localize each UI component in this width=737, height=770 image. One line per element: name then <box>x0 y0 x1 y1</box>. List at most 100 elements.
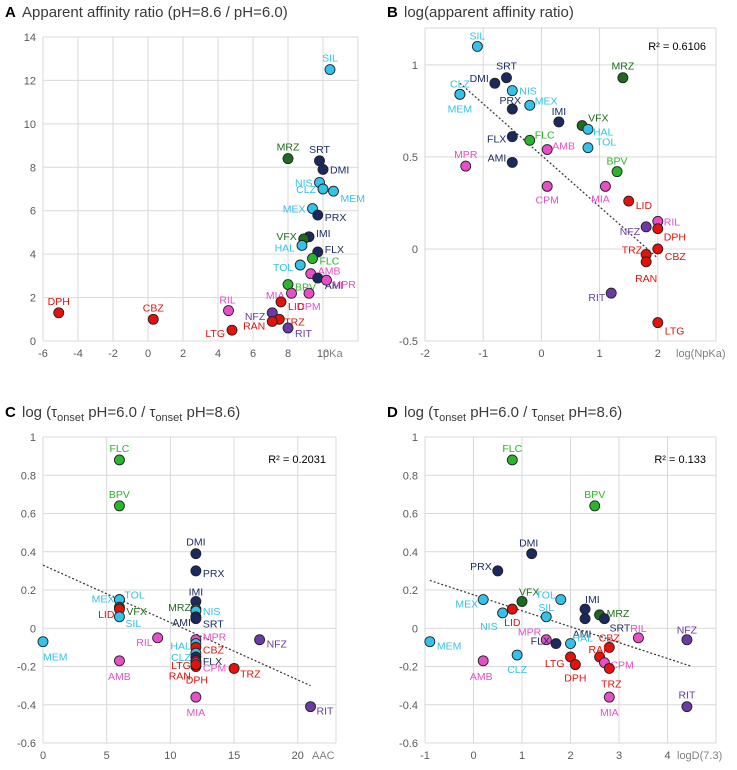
x-tick-label: 10 <box>164 750 176 762</box>
data-point-mrz <box>282 153 294 165</box>
data-point-nis <box>506 85 518 97</box>
point-label-dmi: DMI <box>186 537 205 549</box>
point-label-cpm: CPM <box>297 301 320 313</box>
point-label-dmi: DMI <box>330 164 349 176</box>
point-label-mex: MEX <box>92 594 115 606</box>
data-point-mex <box>477 594 489 606</box>
data-point-srt <box>501 72 512 84</box>
point-label-ran: RAN <box>635 273 657 285</box>
x-tick-label: -6 <box>38 348 48 360</box>
data-point-mpr <box>321 274 332 286</box>
y-tick-label: 6 <box>30 206 36 218</box>
x-tick-label: 0 <box>145 348 151 360</box>
y-tick-label: 10 <box>24 119 36 131</box>
y-tick-label: 1 <box>30 432 36 444</box>
data-point-hal <box>565 638 576 649</box>
data-point-dmi <box>317 164 329 175</box>
point-label-mia: MIA <box>591 193 610 205</box>
point-label-ltg: LTG <box>205 328 225 340</box>
trendline <box>429 579 692 668</box>
point-label-mex: MEX <box>535 95 558 107</box>
point-label-vfx: VFX <box>276 231 296 243</box>
data-point-hal <box>296 240 308 251</box>
data-point-lid <box>506 603 518 615</box>
point-label-ril: RIL <box>136 637 153 649</box>
point-label-imi: IMI <box>189 586 204 598</box>
x-tick-label: 0 <box>40 750 46 762</box>
title-subscript: onset <box>155 412 182 424</box>
point-label-cpm: CPM <box>610 660 633 672</box>
point-label-rit: RIT <box>678 690 696 702</box>
title-subscript: onset <box>57 412 84 424</box>
data-point-ltg <box>652 317 664 329</box>
point-label-lid: LID <box>636 200 653 212</box>
data-point-ril <box>632 632 644 644</box>
y-tick-label: 0.8 <box>403 470 418 482</box>
y-tick-label: 1 <box>412 60 418 72</box>
title-subscript: onset <box>439 412 466 424</box>
data-point-mem <box>424 636 436 648</box>
point-label-clz: CLZ <box>171 652 191 664</box>
data-point-flc <box>307 253 318 264</box>
point-label-amb: AMB <box>470 671 493 683</box>
x-tick-label: 10 <box>317 348 329 360</box>
y-tick-label: -0.6 <box>399 738 418 750</box>
point-label-lid: LID <box>504 617 521 629</box>
data-point-flc <box>113 454 125 466</box>
point-label-flx: FLX <box>203 656 222 668</box>
point-label-flc: FLC <box>502 443 522 455</box>
data-point-mia <box>599 180 611 192</box>
point-label-hal: HAL <box>573 633 594 645</box>
point-label-prx: PRX <box>203 568 225 580</box>
data-point-ril <box>223 305 234 317</box>
data-point-sil <box>471 40 483 52</box>
point-label-mrz: MRZ <box>168 602 191 614</box>
point-label-ril: RIL <box>664 216 681 228</box>
point-label-mem: MEM <box>437 641 462 653</box>
trendline <box>459 82 659 259</box>
point-label-hal: HAL <box>593 126 614 138</box>
title-text: pH=6.0 / τ <box>466 404 537 421</box>
data-point-bpv <box>589 500 601 512</box>
point-label-vfx: VFX <box>588 113 608 125</box>
point-label-cpm: CPM <box>203 663 226 675</box>
point-label-bpv: BPV <box>607 156 628 168</box>
r-squared-label: R² = 0.6106 <box>648 41 706 53</box>
point-label-tol: TOL <box>536 590 556 602</box>
point-label-hal: HAL <box>170 641 191 653</box>
y-tick-label: 0.5 <box>403 152 418 164</box>
x-tick-label: -4 <box>73 348 83 360</box>
point-label-hal: HAL <box>275 242 296 254</box>
point-label-cbz: CBZ <box>203 644 225 656</box>
data-point-sil <box>113 611 125 623</box>
x-tick-label: 2 <box>567 750 573 762</box>
point-label-ran: RAN <box>589 644 611 656</box>
point-label-tol: TOL <box>273 262 293 274</box>
point-label-imi: IMI <box>316 228 331 240</box>
data-point-srt <box>599 613 610 625</box>
x-tick-label: 3 <box>616 750 622 762</box>
data-point-trz <box>228 662 240 674</box>
y-tick-label: 0.2 <box>21 585 36 597</box>
chart-title: log(apparent affinity ratio) <box>404 4 574 21</box>
data-point-nfz <box>681 634 693 646</box>
point-label-dmi: DMI <box>519 538 538 550</box>
x-axis-label: pKa <box>323 348 343 360</box>
point-label-mrz: MRZ <box>612 61 635 73</box>
y-tick-label: 4 <box>30 249 36 261</box>
data-point-nfz <box>640 221 652 233</box>
data-point-flc <box>524 134 536 146</box>
point-label-trz: TRZ <box>622 244 643 256</box>
point-label-mpr: MPR <box>203 632 227 644</box>
x-tick-label: 2 <box>180 348 186 360</box>
point-label-ami: AMI <box>573 629 592 641</box>
point-label-cbz: CBZ <box>599 632 621 644</box>
y-tick-label: 1 <box>412 432 418 444</box>
point-label-ltg: LTG <box>665 326 685 338</box>
x-tick-label: 6 <box>250 348 256 360</box>
point-label-trz: TRZ <box>601 678 622 690</box>
data-point-cpm <box>541 180 553 192</box>
point-label-sil: SIL <box>125 618 141 630</box>
